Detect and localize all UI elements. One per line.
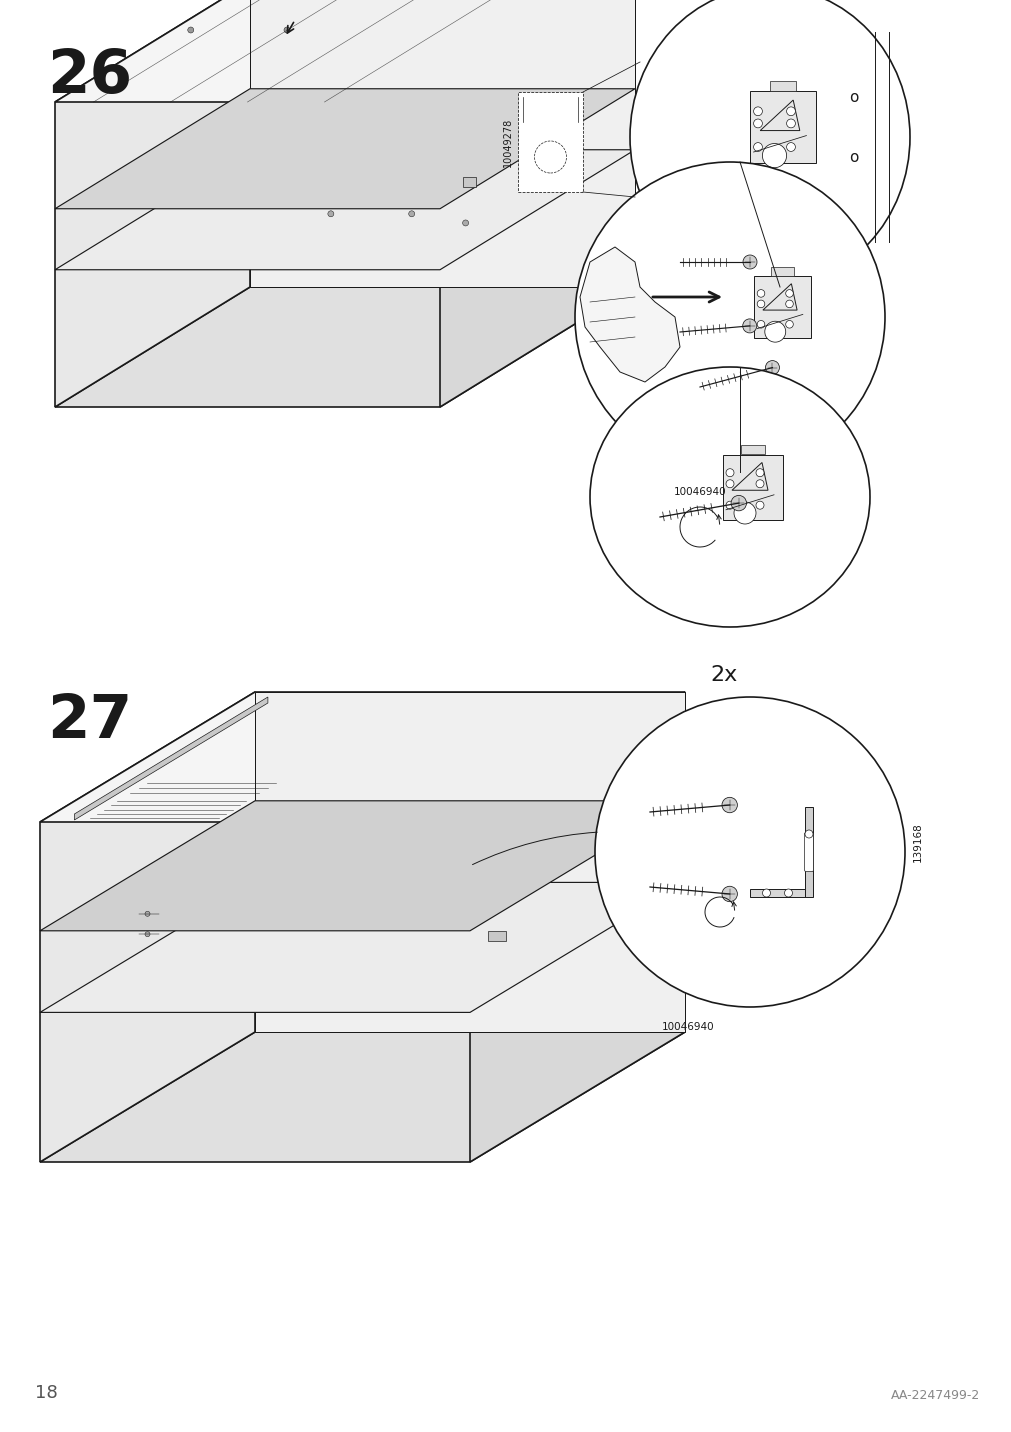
Circle shape (328, 211, 334, 216)
Ellipse shape (574, 162, 885, 473)
Circle shape (764, 321, 785, 342)
Bar (769, 80, 796, 92)
Circle shape (145, 932, 150, 937)
FancyBboxPatch shape (804, 832, 813, 872)
Circle shape (753, 143, 761, 152)
Bar (518, 92, 582, 192)
Circle shape (756, 289, 764, 298)
Text: 2x: 2x (710, 664, 737, 684)
Polygon shape (55, 89, 634, 209)
Polygon shape (40, 800, 684, 931)
Text: AA-2247499-2: AA-2247499-2 (890, 1389, 979, 1402)
Circle shape (785, 301, 793, 308)
Circle shape (284, 27, 290, 33)
Ellipse shape (630, 0, 909, 286)
Circle shape (761, 889, 769, 896)
Circle shape (725, 501, 733, 510)
Text: 10046940: 10046940 (673, 487, 726, 497)
Circle shape (761, 143, 786, 168)
Circle shape (755, 480, 763, 488)
Circle shape (725, 468, 733, 477)
Circle shape (764, 361, 778, 375)
FancyBboxPatch shape (749, 92, 816, 163)
Circle shape (730, 495, 746, 511)
Polygon shape (579, 246, 679, 382)
Text: o: o (848, 149, 858, 165)
Circle shape (594, 697, 904, 1007)
Polygon shape (749, 889, 804, 896)
Bar (740, 445, 764, 454)
Circle shape (786, 119, 795, 127)
Circle shape (785, 321, 793, 328)
Polygon shape (440, 0, 634, 407)
Text: 27: 27 (47, 692, 132, 750)
Circle shape (721, 798, 737, 813)
Circle shape (721, 886, 737, 902)
Polygon shape (255, 692, 684, 1032)
Polygon shape (250, 0, 634, 286)
Circle shape (733, 503, 755, 524)
Polygon shape (55, 0, 634, 102)
Text: 139168: 139168 (912, 822, 922, 862)
Circle shape (785, 289, 793, 298)
Bar (463, 176, 476, 186)
Circle shape (784, 889, 792, 896)
Circle shape (786, 107, 795, 116)
Circle shape (188, 27, 193, 33)
Circle shape (753, 119, 761, 127)
Circle shape (408, 211, 415, 216)
Polygon shape (55, 150, 634, 269)
Circle shape (786, 143, 795, 152)
Circle shape (753, 107, 761, 116)
Polygon shape (55, 0, 250, 407)
Circle shape (742, 255, 756, 269)
Bar (770, 266, 794, 276)
Circle shape (742, 319, 756, 332)
Circle shape (756, 321, 764, 328)
Circle shape (755, 501, 763, 510)
Polygon shape (295, 24, 319, 102)
Polygon shape (55, 286, 634, 407)
Circle shape (534, 140, 566, 173)
Circle shape (804, 831, 812, 838)
Ellipse shape (589, 367, 869, 627)
Polygon shape (214, 42, 295, 102)
FancyBboxPatch shape (753, 276, 811, 338)
Polygon shape (804, 808, 812, 896)
Circle shape (756, 301, 764, 308)
Polygon shape (40, 692, 684, 822)
Text: 26: 26 (47, 47, 132, 106)
Circle shape (145, 911, 150, 916)
Polygon shape (75, 697, 268, 821)
Text: o: o (848, 89, 858, 105)
Circle shape (462, 221, 468, 226)
Text: 18: 18 (35, 1383, 58, 1402)
Text: 10049278: 10049278 (502, 117, 513, 166)
FancyBboxPatch shape (722, 454, 783, 520)
Text: 10046940: 10046940 (661, 1022, 714, 1032)
Polygon shape (40, 1032, 684, 1161)
Polygon shape (40, 882, 684, 1012)
Polygon shape (469, 692, 684, 1161)
Circle shape (725, 480, 733, 488)
Circle shape (755, 468, 763, 477)
Polygon shape (40, 692, 255, 1161)
Polygon shape (214, 24, 319, 42)
Bar (487, 931, 506, 941)
